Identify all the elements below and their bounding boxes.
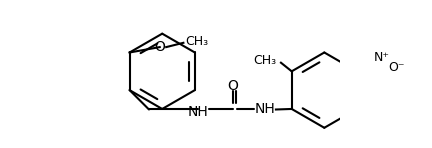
Text: O⁻: O⁻	[388, 61, 405, 74]
Text: NH: NH	[188, 105, 209, 119]
Text: O: O	[227, 79, 238, 93]
Text: O: O	[154, 40, 165, 54]
Text: NH: NH	[255, 103, 276, 116]
Text: CH₃: CH₃	[254, 54, 276, 67]
Text: CH₃: CH₃	[186, 35, 209, 48]
Text: N⁺: N⁺	[374, 51, 390, 64]
